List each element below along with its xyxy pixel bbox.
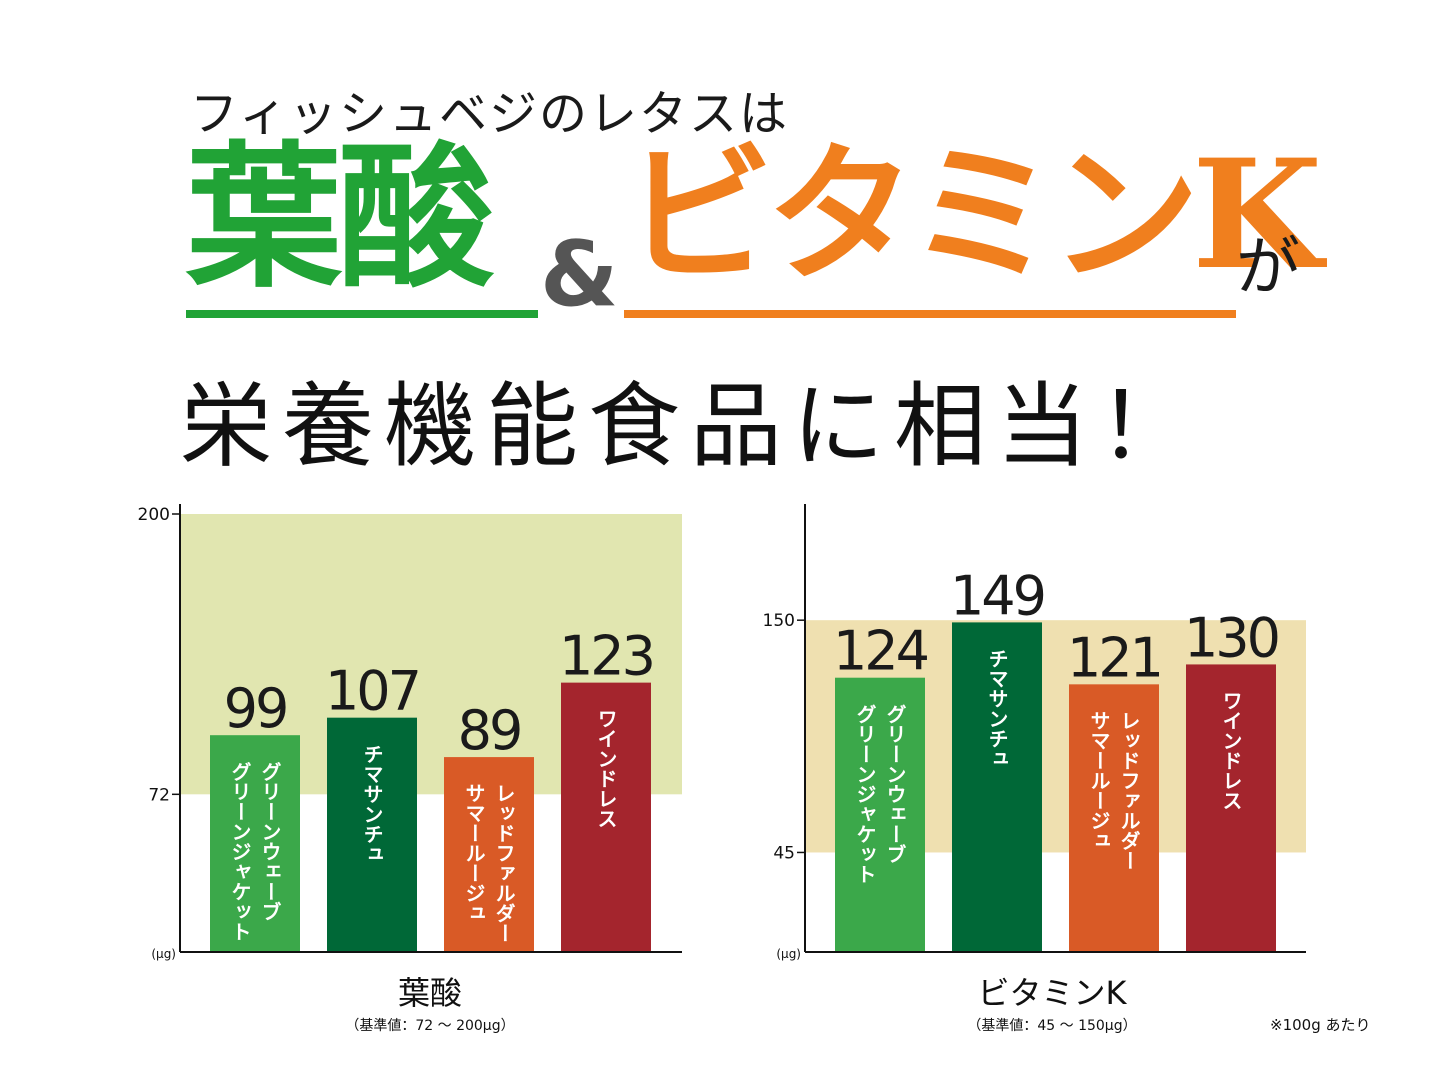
bar-value-label: 130 [1184,606,1278,669]
category-label: ワインドレス [594,709,618,829]
y-tick-label: 45 [773,843,795,863]
bar-value-label: 121 [1067,626,1161,689]
category-label: グリーンジャケット [228,761,252,941]
headline-vitamin-k: ビタミンK [624,127,1322,303]
unit-label: (μg) [776,947,801,961]
category-label: グリーンウェーブ [258,761,282,921]
bar-value-label: 99 [224,677,287,740]
bar-value-label: 89 [458,699,521,762]
per-100g-footnote: ※100g あたり [1270,1016,1371,1034]
headline-claim: 栄養機能食品に相当！ [180,373,1201,480]
bar-value-label: 124 [833,620,928,683]
bar-3 [1069,684,1159,952]
bar-4 [1186,664,1276,952]
headline-intro: フィッシュベジのレタスは [190,86,790,142]
y-tick-label: 200 [138,505,170,525]
bar-value-label: 149 [950,564,1044,627]
unit-label: (μg) [151,947,176,961]
category-label: ワインドレス [1219,690,1243,810]
category-label: サマールージュ [1087,710,1111,850]
category-label: レッドファルダー [492,783,516,943]
y-tick-label: 72 [148,785,170,805]
category-label: グリーンウェーブ [883,703,907,863]
bar-value-label: 123 [559,625,653,688]
category-label: チマサンチュ [985,648,1009,768]
y-tick-label: 150 [763,611,795,631]
bar-4 [561,682,651,952]
vitamin-k-underline [624,310,1236,318]
headline-ga: が [1236,231,1300,305]
headline-ampersand: & [540,222,619,327]
chart-subtitle: （基準値：45 ～ 150μg） [967,1017,1136,1034]
bar-3 [444,757,534,952]
category-label: サマールージュ [462,783,486,923]
bar-value-label: 107 [325,660,419,723]
bar-1 [835,677,925,952]
bar-2 [327,717,417,952]
headline-folic-acid: 葉酸 [186,126,494,309]
chart-title: 葉酸 [398,974,462,1012]
chart-subtitle: （基準値：72 ～ 200μg） [345,1017,514,1034]
bar-2 [952,622,1042,952]
category-label: チマサンチュ [360,744,384,864]
category-label: グリーンジャケット [853,703,877,883]
bar-1 [210,735,300,952]
category-label: レッドファルダー [1117,710,1141,870]
chart-title: ビタミンK [978,974,1128,1012]
folic-underline [186,310,538,318]
